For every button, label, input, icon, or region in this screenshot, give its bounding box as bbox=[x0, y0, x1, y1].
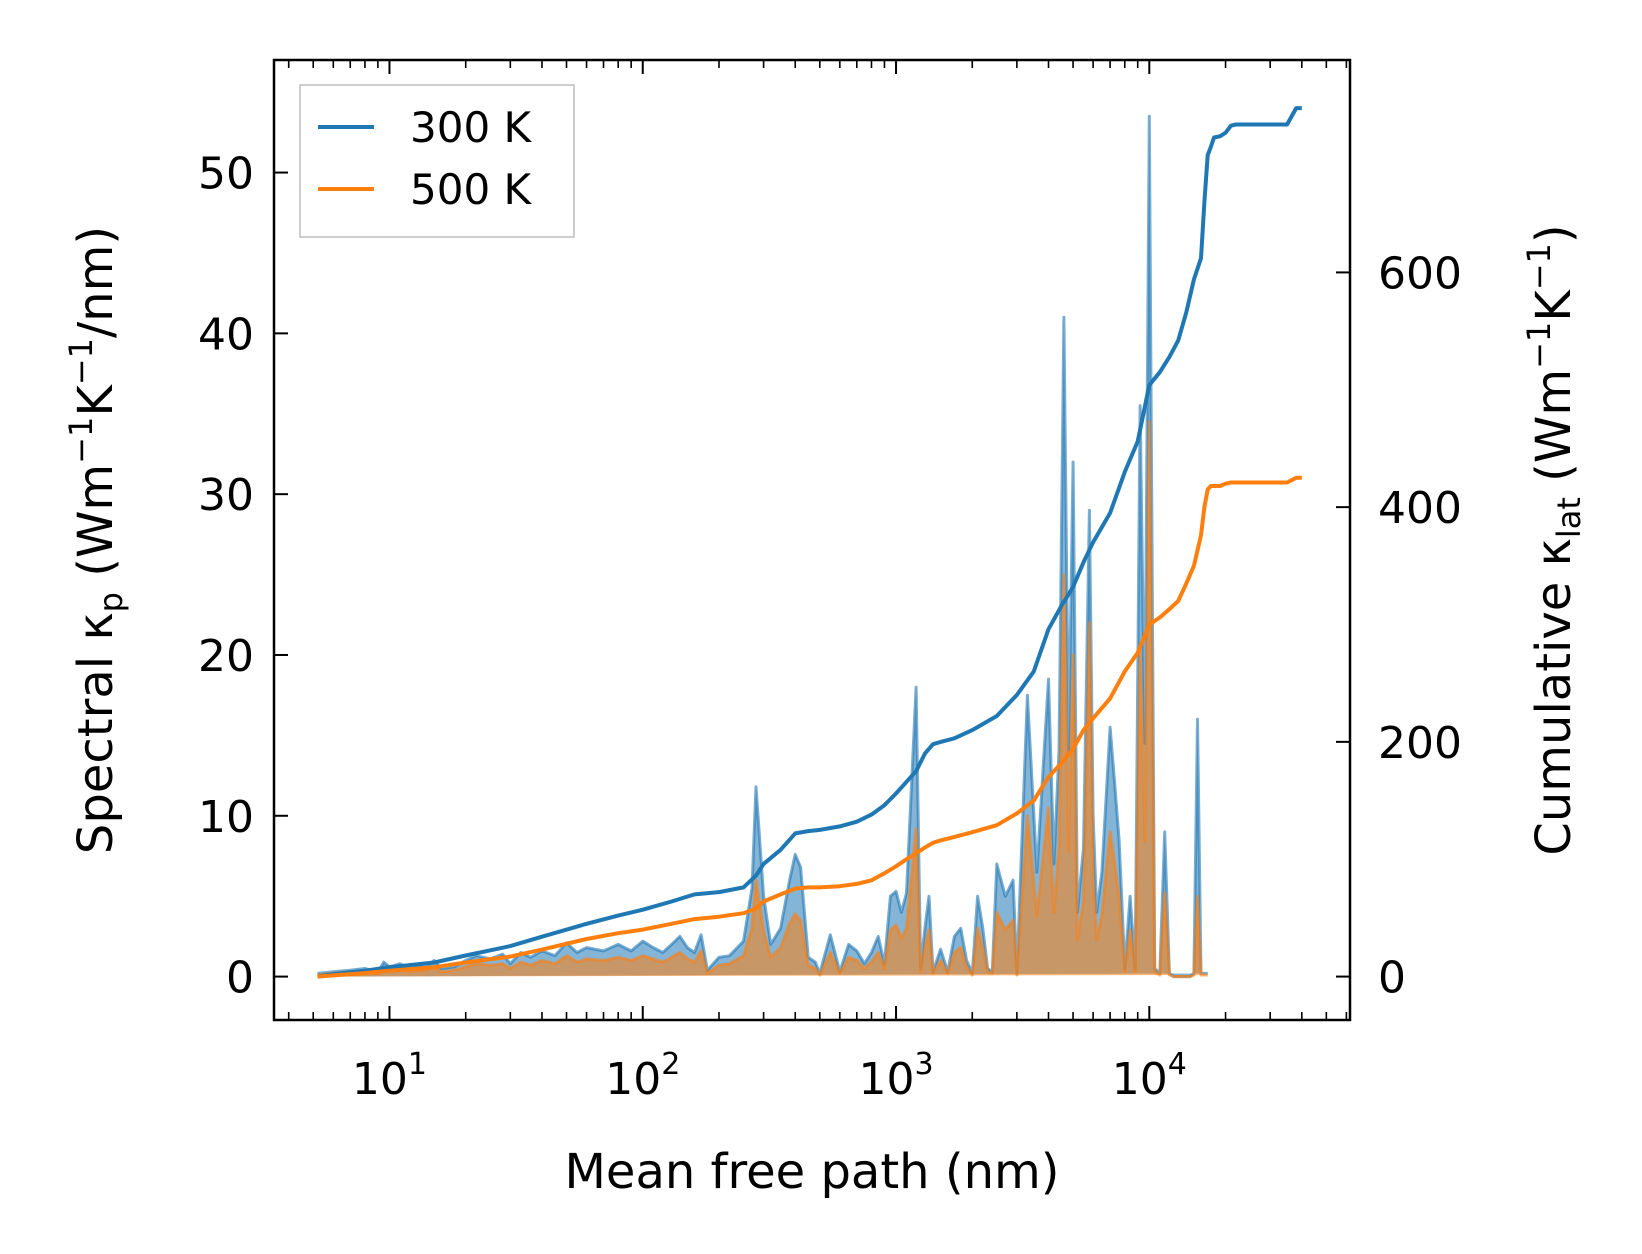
spectral-areas bbox=[317, 114, 1208, 979]
legend-box bbox=[299, 84, 575, 238]
y-left-tick-label: 20 bbox=[198, 631, 254, 682]
legend-label-500k: 500 K bbox=[410, 165, 533, 214]
plot-frame bbox=[272, 58, 1352, 1022]
cumulative-lines bbox=[317, 106, 1302, 979]
y-left-tick-label: 0 bbox=[226, 953, 254, 1004]
x-tick-label: 102 bbox=[605, 1047, 680, 1105]
y-left-tick-label: 10 bbox=[198, 792, 254, 843]
axes: 101 102 103 104 0 10 20 30 40 50 0 200 400 600 bbox=[198, 58, 1462, 1105]
y-right-tick-label: 400 bbox=[1378, 483, 1462, 534]
legend: 300 K 500 K bbox=[299, 84, 575, 238]
y-left-tick-label: 50 bbox=[198, 149, 254, 200]
y-axis-right-label: Cumulative κlat (Wm−1K−1) bbox=[1520, 224, 1588, 855]
x-axis-label: Mean free path (nm) bbox=[565, 1144, 1060, 1200]
x-tick-label: 104 bbox=[1112, 1047, 1187, 1105]
cumulative-line-300k bbox=[317, 106, 1302, 979]
y-right-tick-label: 200 bbox=[1378, 718, 1462, 769]
x-tick-label: 103 bbox=[858, 1047, 933, 1105]
y-right-tick-label: 600 bbox=[1378, 248, 1462, 299]
y-left-tick-label: 30 bbox=[198, 470, 254, 521]
y-axis-left-label: Spectral κp (Wm−1K−1/nm) bbox=[62, 226, 130, 854]
spectral-line-500k bbox=[317, 420, 1208, 979]
x-tick-label: 101 bbox=[352, 1047, 427, 1105]
y-right-tick-label: 0 bbox=[1378, 953, 1406, 1004]
cumulative-line-500k bbox=[317, 475, 1302, 979]
y-left-tick-label: 40 bbox=[198, 309, 254, 360]
legend-label-300k: 300 K bbox=[410, 103, 533, 152]
spectral-line-300k bbox=[317, 114, 1208, 979]
spectral-area-500k bbox=[317, 421, 1208, 977]
